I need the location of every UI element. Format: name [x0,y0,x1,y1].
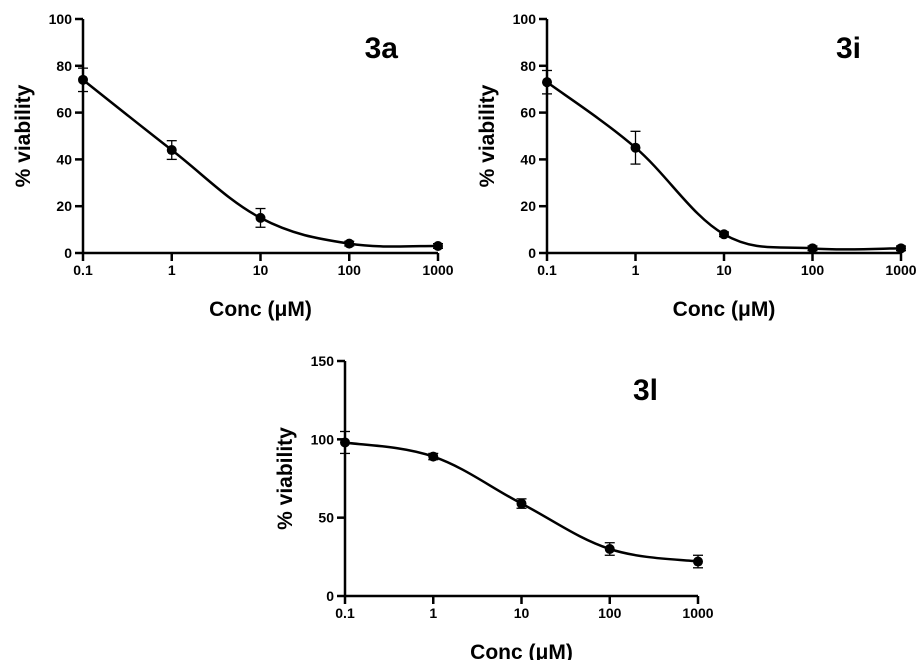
x-tick-label: 10 [253,262,269,278]
data-point [542,77,552,88]
data-point [166,145,177,156]
x-axis-title: Conc (μM) [673,298,776,321]
y-axis-title: % viability [476,84,499,187]
y-tick-label: 60 [520,105,536,121]
x-tick-label: 1 [632,262,640,278]
data-point [807,243,818,254]
data-point [719,229,729,240]
y-tick-label: 100 [311,431,335,447]
y-tick-label: 80 [56,58,72,74]
chart-panel-3l: 0 50 100 150 0.1 1 10 100 1000 Conc (μM) % viabili… [274,353,714,660]
x-axis-title: Conc (μM) [470,641,573,660]
y-tick-label: 80 [520,58,536,74]
chart-panel-3i: 0 20 40 60 80 100 0.1 1 10 100 1000 Conc (μM) % viab… [476,11,917,321]
x-tick-label: 100 [598,605,622,621]
y-axis-title: % viability [274,427,297,530]
y-tick-label: 20 [56,198,72,214]
y-tick-label: 100 [513,11,537,27]
panel-label: 3i [836,32,861,65]
y-tick-label: 40 [520,151,536,167]
x-tick-label: 100 [801,262,825,278]
y-tick-label: 20 [520,198,536,214]
y-tick-label: 0 [64,245,72,261]
data-point [255,212,266,223]
data-point [604,544,615,554]
y-axis-title: % viability [12,84,35,187]
data-point [344,238,355,249]
x-tick-label: 1 [429,605,437,621]
x-tick-label: 1000 [422,262,453,278]
x-tick-label: 0.1 [335,605,355,621]
x-tick-label: 10 [514,605,530,621]
chart-panel-3a: 0 20 40 60 80 100 0.1 1 10 100 1000 Conc (μM) % viab… [12,11,454,321]
data-point [693,556,703,567]
data-point [433,240,443,251]
fit-curve [546,81,902,251]
data-point [78,74,88,85]
data-point [896,243,906,254]
y-tick-label: 150 [311,353,335,369]
data-point [428,451,439,462]
x-tick-label: 1 [168,262,176,278]
x-tick-label: 0.1 [537,262,557,278]
y-tick-label: 50 [318,510,334,526]
x-tick-label: 10 [716,262,732,278]
data-point [516,498,527,509]
x-tick-label: 100 [338,262,362,278]
panel-label: 3a [365,32,399,65]
y-tick-label: 0 [528,245,536,261]
y-tick-label: 40 [56,151,72,167]
panel-label: 3l [633,374,658,407]
data-point [340,437,350,448]
y-tick-label: 0 [326,588,334,604]
y-tick-label: 100 [49,11,73,27]
x-axis-title: Conc (μM) [209,298,312,321]
x-tick-label: 1000 [885,262,916,278]
x-tick-label: 0.1 [73,262,93,278]
y-tick-label: 60 [56,105,72,121]
data-point [630,142,641,153]
x-tick-label: 1000 [682,605,713,621]
